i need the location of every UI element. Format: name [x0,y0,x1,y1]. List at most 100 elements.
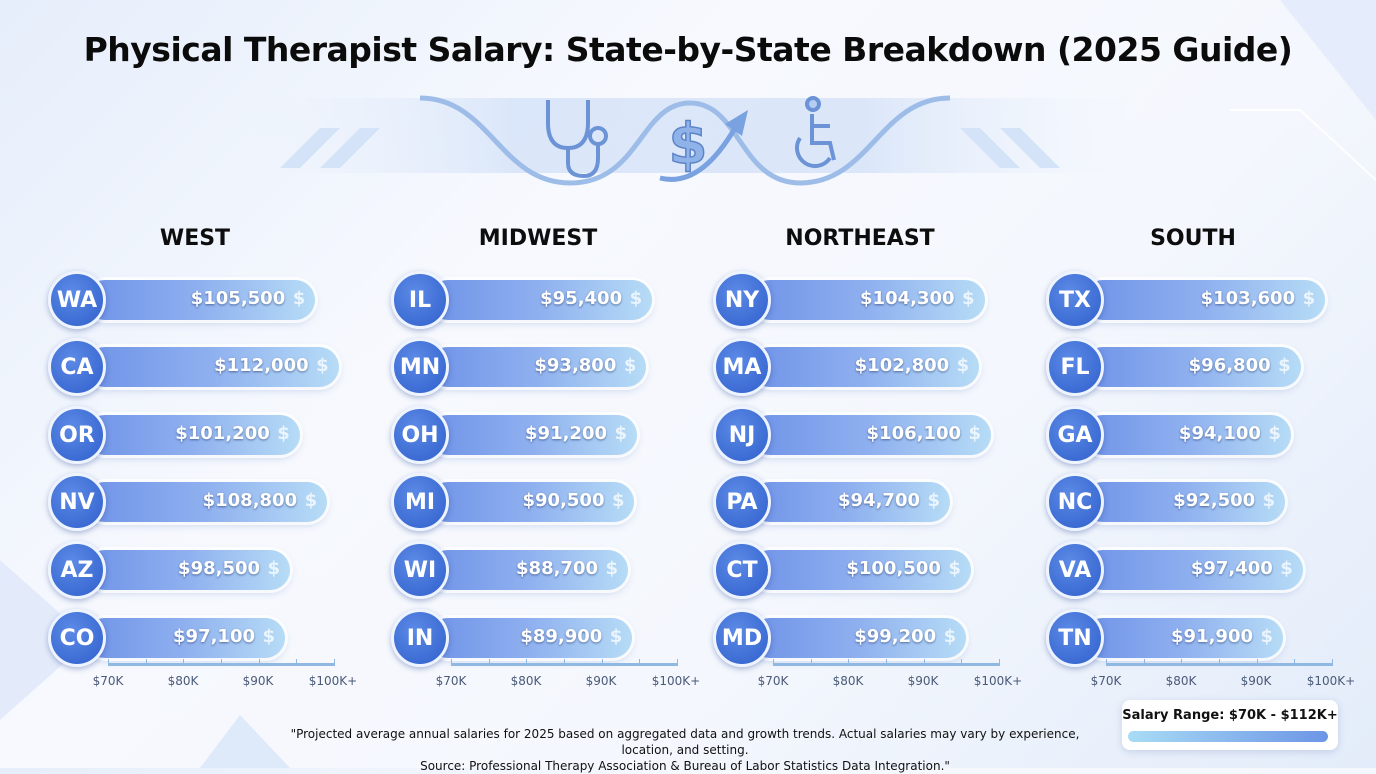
axis-tick [221,659,222,666]
salary-bar: $100,500 $ [750,550,971,590]
dollar-icon: $ [623,355,637,376]
state-badge: MD [713,609,771,667]
stethoscope-icon [546,100,608,179]
dollar-icon: $ [956,355,970,376]
salary-value: $91,200 [525,423,607,444]
salary-bar: $94,100 $ [1083,415,1291,455]
dollar-icon: $ [609,626,623,647]
salary-bar: $112,000 $ [85,347,339,387]
region-heading: SOUTH [1150,226,1236,251]
salary-bar: $93,800 $ [428,347,647,387]
dollar-icon: $ [262,626,275,647]
x-axis [773,658,1000,666]
dollar-icon: $ [1302,288,1316,309]
salary-value: $91,900 [1171,626,1253,647]
region-heading: MIDWEST [478,226,598,251]
x-tick-label: $80K [167,674,199,688]
axis-tick [1219,659,1220,666]
axis-tick [1256,659,1258,666]
state-badge: OR [48,406,106,464]
legend-label: Salary Range: $70K - $112K+ [1122,708,1338,723]
state-badge: MI [391,473,449,531]
salary-value: $102,800 [854,355,950,376]
dollar-icon: $ [316,355,329,376]
state-badge: IN [391,609,449,667]
axis-tick [183,659,185,666]
x-tick-label: $70K [92,674,124,688]
dollar-icon: $ [927,490,940,511]
salary-value: $108,800 [202,490,298,511]
dollar-icon: $ [267,558,281,579]
x-tick-label: $100K+ [651,674,701,688]
x-axis [1106,658,1333,666]
axis-tick [334,659,335,666]
salary-bar: $106,100 $ [750,415,992,455]
dollar-icon: $ [629,288,643,309]
axis-tick [677,659,678,666]
salary-value: $101,200 [175,423,270,444]
state-badge: MA [713,338,771,396]
x-tick-label: $90K [1240,674,1272,688]
axis-tick [564,659,565,666]
state-badge: TX [1046,271,1104,329]
salary-bar: $96,800 $ [1083,347,1301,387]
page-title: Physical Therapist Salary: State-by-Stat… [83,30,1293,69]
salary-value: $103,600 [1200,288,1296,309]
x-tick-label: $90K [907,674,939,688]
axis-tick [1143,659,1145,666]
salary-bar: $95,400 $ [428,280,653,320]
region-heading: WEST [159,226,231,251]
axis-tick [999,659,1000,666]
salary-value: $104,300 [860,288,955,309]
wheelchair-icon [794,96,836,168]
salary-bar: $98,500 $ [85,550,291,590]
x-tick-label: $90K [242,674,274,688]
salary-value: $90,500 [522,490,605,511]
salary-bar: $92,500 $ [1083,482,1286,522]
salary-bar: $89,900 $ [428,618,633,658]
dollar-icon: $ [1260,626,1273,647]
footnote: "Projected average annual salaries for 2… [280,726,1090,774]
axis-tick [1294,659,1296,666]
state-badge: NV [48,473,106,531]
footnote-line-2: Source: Professional Therapy Association… [420,759,950,773]
state-badge: NC [1046,473,1104,531]
salary-bar: $97,100 $ [85,618,285,658]
state-badge: AZ [48,541,106,599]
salary-value: $98,500 [178,558,261,579]
axis-tick [451,659,452,666]
axis-tick [108,659,109,666]
dollar-icon: $ [962,288,975,309]
axis-tick [296,659,298,666]
salary-value: $105,500 [190,288,286,309]
x-tick-label: $80K [832,674,864,688]
dollar-icon: $ [304,490,318,511]
state-badge: CO [48,609,106,667]
salary-value: $92,500 [1173,490,1256,511]
salary-bar: $88,700 $ [428,550,628,590]
axis-tick [1106,659,1107,666]
salary-value: $89,900 [520,626,603,647]
axis-tick [810,659,812,666]
dollar-icon: $ [1262,490,1276,511]
salary-bar: $105,500 $ [85,280,316,320]
salary-value: $97,100 [173,626,255,647]
salary-bar: $108,800 $ [85,482,328,522]
x-tick-label: $70K [435,674,467,688]
x-axis [108,658,335,666]
dollar-growth-icon: $ [659,110,748,182]
dollar-icon: $ [605,558,618,579]
state-badge: CA [48,338,106,396]
region-heading: NORTHEAST [785,226,935,251]
x-axis [451,658,678,666]
axis-tick [886,659,887,666]
state-badge: NJ [713,406,771,464]
footnote-line-1: "Projected average annual salaries for 2… [290,727,1080,757]
axis-tick [1332,659,1333,666]
axis-tick [961,659,963,666]
state-badge: IL [391,271,449,329]
legend-gradient-bar [1128,731,1328,742]
x-tick-label: $80K [510,674,542,688]
axis-tick [526,659,528,666]
x-tick-label: $70K [1090,674,1122,688]
